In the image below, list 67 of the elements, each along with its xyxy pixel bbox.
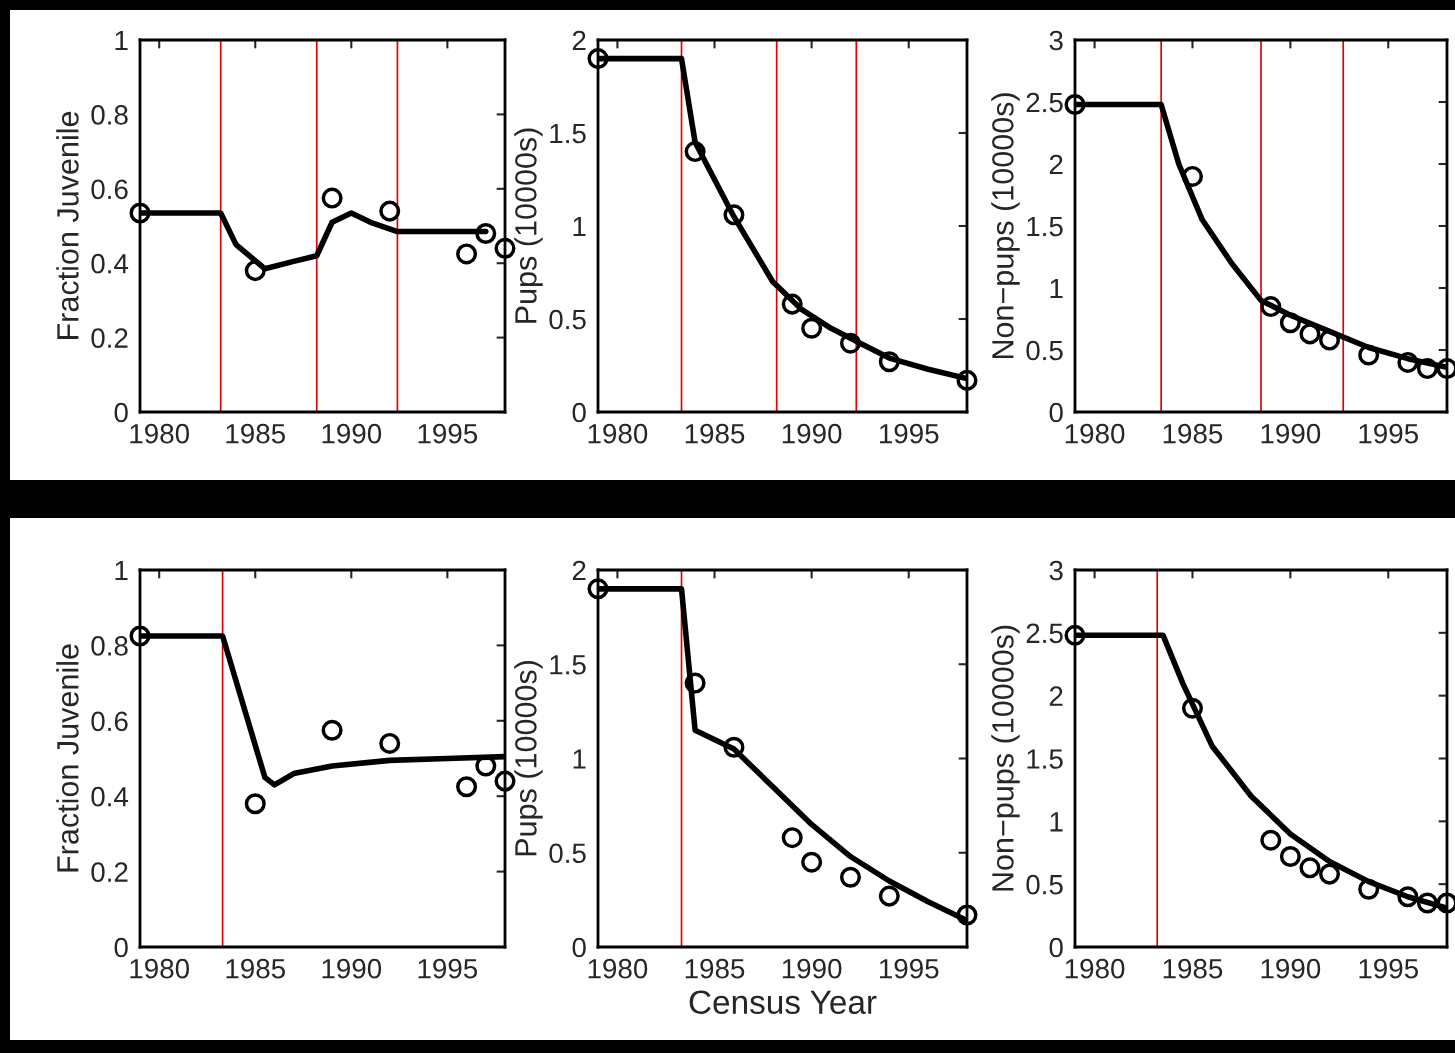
- x-tick-label: 1985: [685, 423, 745, 444]
- y-tick-label: 0.8: [91, 105, 128, 125]
- x-tick-label: 1995: [418, 423, 478, 444]
- y-tick-label: 2: [572, 560, 586, 581]
- x-tick-label: 1995: [879, 958, 939, 979]
- x-tick-label: 1980: [1065, 958, 1125, 979]
- y-tick-label: 2: [572, 30, 586, 51]
- x-tick-label: 1990: [1261, 423, 1321, 444]
- y-tick-label: 1: [1050, 278, 1063, 299]
- y-axis-title: Non−pups (10000s): [991, 93, 1020, 359]
- x-tick-label: 1990: [322, 423, 382, 444]
- y-tick-label: 0: [1049, 937, 1063, 958]
- y-tick-label: 2.5: [1026, 92, 1063, 113]
- y-tick-label: 0.5: [1026, 874, 1063, 895]
- y-axis-title: Fraction Juvenile: [56, 644, 79, 872]
- x-tick-label: 1980: [130, 423, 190, 444]
- x-tick-label: 1985: [226, 423, 285, 444]
- y-tick-label: 0: [572, 402, 586, 423]
- y-tick-label: 0.4: [91, 786, 129, 807]
- x-tick-label: 1985: [685, 958, 745, 979]
- y-tick-label: 0.2: [91, 328, 128, 348]
- y-tick-label: 0.8: [91, 636, 128, 656]
- y-tick-label: 0.4: [91, 253, 129, 274]
- y-tick-label: 0: [114, 402, 128, 423]
- y-tick-label: 3: [1049, 30, 1063, 51]
- x-tick-label: 1980: [130, 958, 190, 979]
- y-tick-label: 0: [1049, 402, 1063, 423]
- x-tick-label: 1985: [1163, 958, 1223, 979]
- y-tick-label: 3: [1049, 560, 1063, 581]
- x-tick-label: 1995: [418, 958, 478, 979]
- x-tick-label: 1980: [1065, 423, 1125, 444]
- y-tick-label: 1.5: [1027, 749, 1063, 769]
- y-tick-label: 0.5: [1026, 340, 1063, 361]
- y-tick-label: 0.6: [91, 711, 128, 732]
- x-tick-label: 1990: [1261, 958, 1321, 979]
- x-tick-label: 1995: [1359, 958, 1418, 979]
- y-tick-label: 1: [573, 749, 586, 769]
- y-axis-title: Non−pups (10000s): [991, 625, 1020, 891]
- x-tick-label: 1995: [1359, 423, 1418, 444]
- y-tick-label: 2: [1049, 154, 1063, 175]
- y-tick-label: 0.5: [549, 843, 586, 864]
- y-tick-label: 0.2: [91, 862, 128, 882]
- x-tick-label: 1985: [1163, 423, 1223, 444]
- y-tick-label: 1: [1050, 812, 1063, 832]
- x-tick-label: 1990: [322, 958, 382, 979]
- x-tick-label: 1990: [782, 423, 842, 444]
- x-tick-label: 1980: [588, 958, 648, 979]
- y-tick-label: 0.6: [91, 179, 128, 200]
- y-tick-label: 0: [114, 937, 128, 958]
- y-tick-label: 1: [115, 30, 128, 51]
- y-tick-label: 1.5: [550, 655, 586, 675]
- y-tick-label: 1.5: [1027, 216, 1063, 237]
- x-tick-label: 1995: [879, 423, 939, 444]
- x-axis-title: Census Year: [689, 990, 877, 1015]
- y-axis-title: Pups (10000s): [514, 661, 543, 856]
- y-tick-label: 1.5: [550, 123, 586, 144]
- y-tick-label: 2: [1049, 686, 1063, 706]
- y-tick-label: 1: [115, 560, 128, 581]
- y-axis-title: Fraction Juvenile: [56, 111, 79, 339]
- x-tick-label: 1990: [782, 958, 842, 979]
- x-tick-label: 1980: [588, 423, 648, 444]
- y-tick-label: 0.5: [549, 309, 586, 330]
- x-tick-label: 1985: [226, 958, 285, 979]
- y-tick-label: 2.5: [1026, 623, 1063, 644]
- y-axis-title: Pups (10000s): [514, 128, 543, 323]
- y-tick-label: 1: [573, 216, 586, 237]
- y-tick-label: 0: [572, 937, 586, 958]
